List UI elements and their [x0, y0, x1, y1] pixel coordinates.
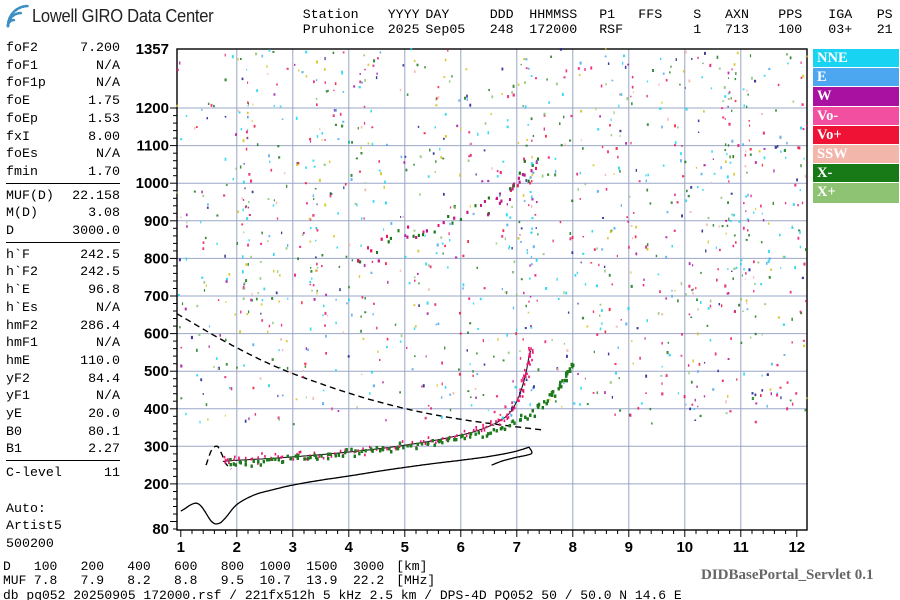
svg-text:1100: 1100: [136, 138, 169, 155]
svg-text:6: 6: [457, 539, 465, 556]
svg-text:11: 11: [733, 539, 749, 556]
svg-text:3: 3: [289, 539, 297, 556]
svg-text:1200: 1200: [136, 100, 169, 117]
svg-text:2: 2: [233, 539, 241, 556]
svg-text:80: 80: [152, 521, 169, 538]
svg-text:9: 9: [625, 539, 633, 556]
svg-text:900: 900: [144, 213, 169, 230]
svg-text:8: 8: [569, 539, 577, 556]
svg-text:1357: 1357: [136, 41, 169, 58]
svg-text:12: 12: [788, 539, 805, 556]
svg-text:700: 700: [144, 288, 169, 305]
svg-text:300: 300: [144, 438, 169, 455]
svg-text:5: 5: [401, 539, 409, 556]
svg-text:600: 600: [144, 326, 169, 343]
svg-text:400: 400: [144, 401, 169, 418]
svg-text:10: 10: [676, 539, 693, 556]
svg-text:800: 800: [144, 250, 169, 267]
svg-text:1000: 1000: [136, 175, 169, 192]
svg-text:1: 1: [177, 539, 185, 556]
svg-text:4: 4: [345, 539, 354, 556]
svg-text:7: 7: [513, 539, 521, 556]
svg-text:500: 500: [144, 363, 169, 380]
svg-text:200: 200: [144, 476, 169, 493]
